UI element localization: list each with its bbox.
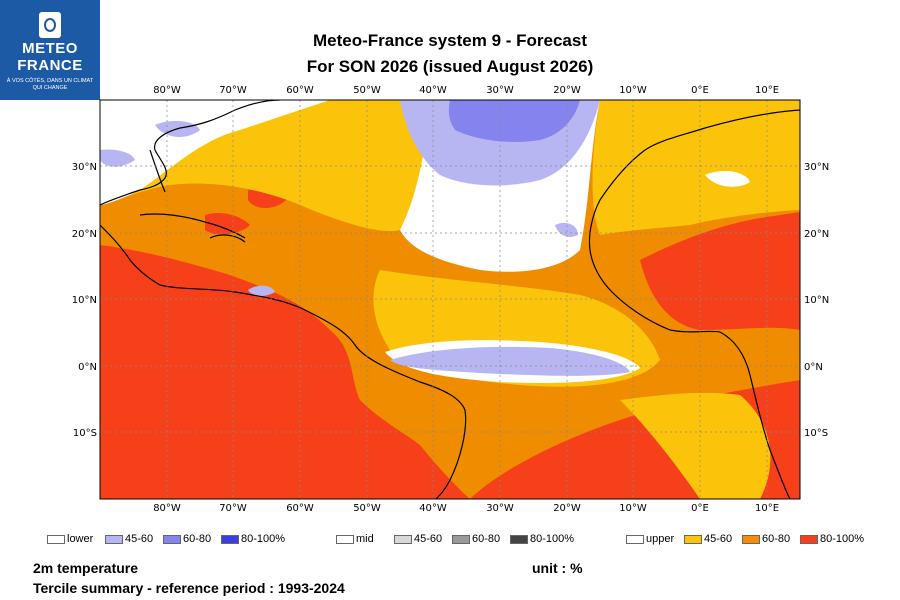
lat-label-right: 10°N xyxy=(804,295,829,306)
lon-label-top: 10°W xyxy=(619,85,647,96)
meteo-france-logo: METEO FRANCE À VOS CÔTÉS, DANS UN CLIMAT… xyxy=(0,0,100,100)
lat-label-left: 20°N xyxy=(72,229,97,240)
coast-hispaniola xyxy=(209,234,246,243)
lon-label-top: 40°W xyxy=(419,85,447,96)
field-white-sahara xyxy=(705,170,750,187)
legend-swatch xyxy=(742,535,760,544)
lon-label-top: 50°W xyxy=(353,85,381,96)
map-frame xyxy=(99,99,801,500)
lon-label-bottom: 0°E xyxy=(691,503,709,514)
lon-label-top: 80°W xyxy=(153,85,181,96)
lon-label-bottom: 80°W xyxy=(153,503,181,514)
field-red-south-america xyxy=(100,245,470,499)
legend-swatch xyxy=(510,535,528,544)
logo-tagline: À VOS CÔTÉS, DANS UN CLIMAT QUI CHANGE xyxy=(6,78,94,91)
lon-label-top: 30°W xyxy=(486,85,514,96)
legend-label: 80-100% xyxy=(820,533,865,545)
lat-label-left: 30°N xyxy=(72,162,97,173)
legend-swatch xyxy=(800,535,818,544)
meteo-france-emblem-icon xyxy=(39,12,61,38)
lon-label-bottom: 60°W xyxy=(286,503,314,514)
summary-label: Tercile summary - reference period : 199… xyxy=(33,580,345,596)
lat-label-right: 0°N xyxy=(804,362,823,373)
field-lavender-west xyxy=(100,149,135,167)
legend-label: mid xyxy=(356,533,374,545)
legend-label: 60-80 xyxy=(472,533,501,545)
logo-line-2: FRANCE xyxy=(17,57,83,74)
legend-label: 45-60 xyxy=(125,533,154,545)
legend-swatch xyxy=(684,535,702,544)
field-red-caribbean xyxy=(205,213,250,235)
legend-swatch xyxy=(452,535,470,544)
legend-swatch xyxy=(221,535,239,544)
lat-label-left: 0°N xyxy=(78,362,97,373)
legend-swatch xyxy=(163,535,181,544)
field-purple-north xyxy=(448,100,580,142)
lon-label-top: 10°E xyxy=(755,85,779,96)
lon-label-bottom: 30°W xyxy=(486,503,514,514)
legend-label: 45-60 xyxy=(704,533,733,545)
field-red-africa xyxy=(640,212,800,330)
legend-swatch-mid xyxy=(336,535,354,544)
legend-label: lower xyxy=(67,533,94,545)
coast-florida xyxy=(149,149,166,193)
coast-south-america xyxy=(159,284,467,499)
coast-west-africa xyxy=(588,109,800,333)
lon-label-bottom: 40°W xyxy=(419,503,447,514)
coast-north-america xyxy=(100,100,281,206)
lat-label-left: 10°S xyxy=(73,428,97,439)
legend-label: 80-100% xyxy=(241,533,286,545)
legend-swatch xyxy=(394,535,412,544)
graticule xyxy=(100,100,800,499)
field-lavender-mid xyxy=(555,222,578,237)
field-lavender-equatorial xyxy=(390,346,630,376)
lon-label-bottom: 70°W xyxy=(219,503,247,514)
coast-cuba xyxy=(139,213,246,239)
legend-swatch-upper xyxy=(626,535,644,544)
lat-label-left: 10°N xyxy=(72,295,97,306)
legend-label: 60-80 xyxy=(183,533,212,545)
field-yellow-south xyxy=(620,392,771,499)
coast-central-america xyxy=(100,224,161,286)
forecast-map: 80°W 70°W 60°W 50°W 40°W 30°W 20°W 10°W … xyxy=(72,85,829,514)
lon-label-top: 60°W xyxy=(286,85,314,96)
variable-label: 2m temperature xyxy=(33,560,139,576)
unit-label: unit : % xyxy=(532,560,583,576)
map-subtitle: For SON 2026 (issued August 2026) xyxy=(306,57,594,76)
field-lavender-caribbean xyxy=(248,285,275,296)
coast-gulf-guinea xyxy=(719,331,791,499)
lon-label-bottom: 50°W xyxy=(353,503,381,514)
legend-label: 60-80 xyxy=(762,533,791,545)
legend-label: 45-60 xyxy=(414,533,443,545)
lon-label-bottom: 20°W xyxy=(553,503,581,514)
lon-label-top: 20°W xyxy=(553,85,581,96)
lon-label-bottom: 10°W xyxy=(619,503,647,514)
lat-label-right: 10°S xyxy=(804,428,828,439)
lat-label-right: 30°N xyxy=(804,162,829,173)
logo-line-1: METEO xyxy=(22,40,78,57)
lon-label-top: 70°W xyxy=(219,85,247,96)
lon-label-bottom: 10°E xyxy=(755,503,779,514)
lon-label-top: 0°E xyxy=(691,85,709,96)
field-yellow-east xyxy=(592,100,800,235)
legend-label: 80-100% xyxy=(530,533,575,545)
legend-swatch xyxy=(105,535,123,544)
legend-label: upper xyxy=(646,533,675,545)
lat-label-right: 20°N xyxy=(804,229,829,240)
map-title: Meteo-France system 9 - Forecast xyxy=(313,31,587,50)
legend-swatch-lower xyxy=(47,535,65,544)
